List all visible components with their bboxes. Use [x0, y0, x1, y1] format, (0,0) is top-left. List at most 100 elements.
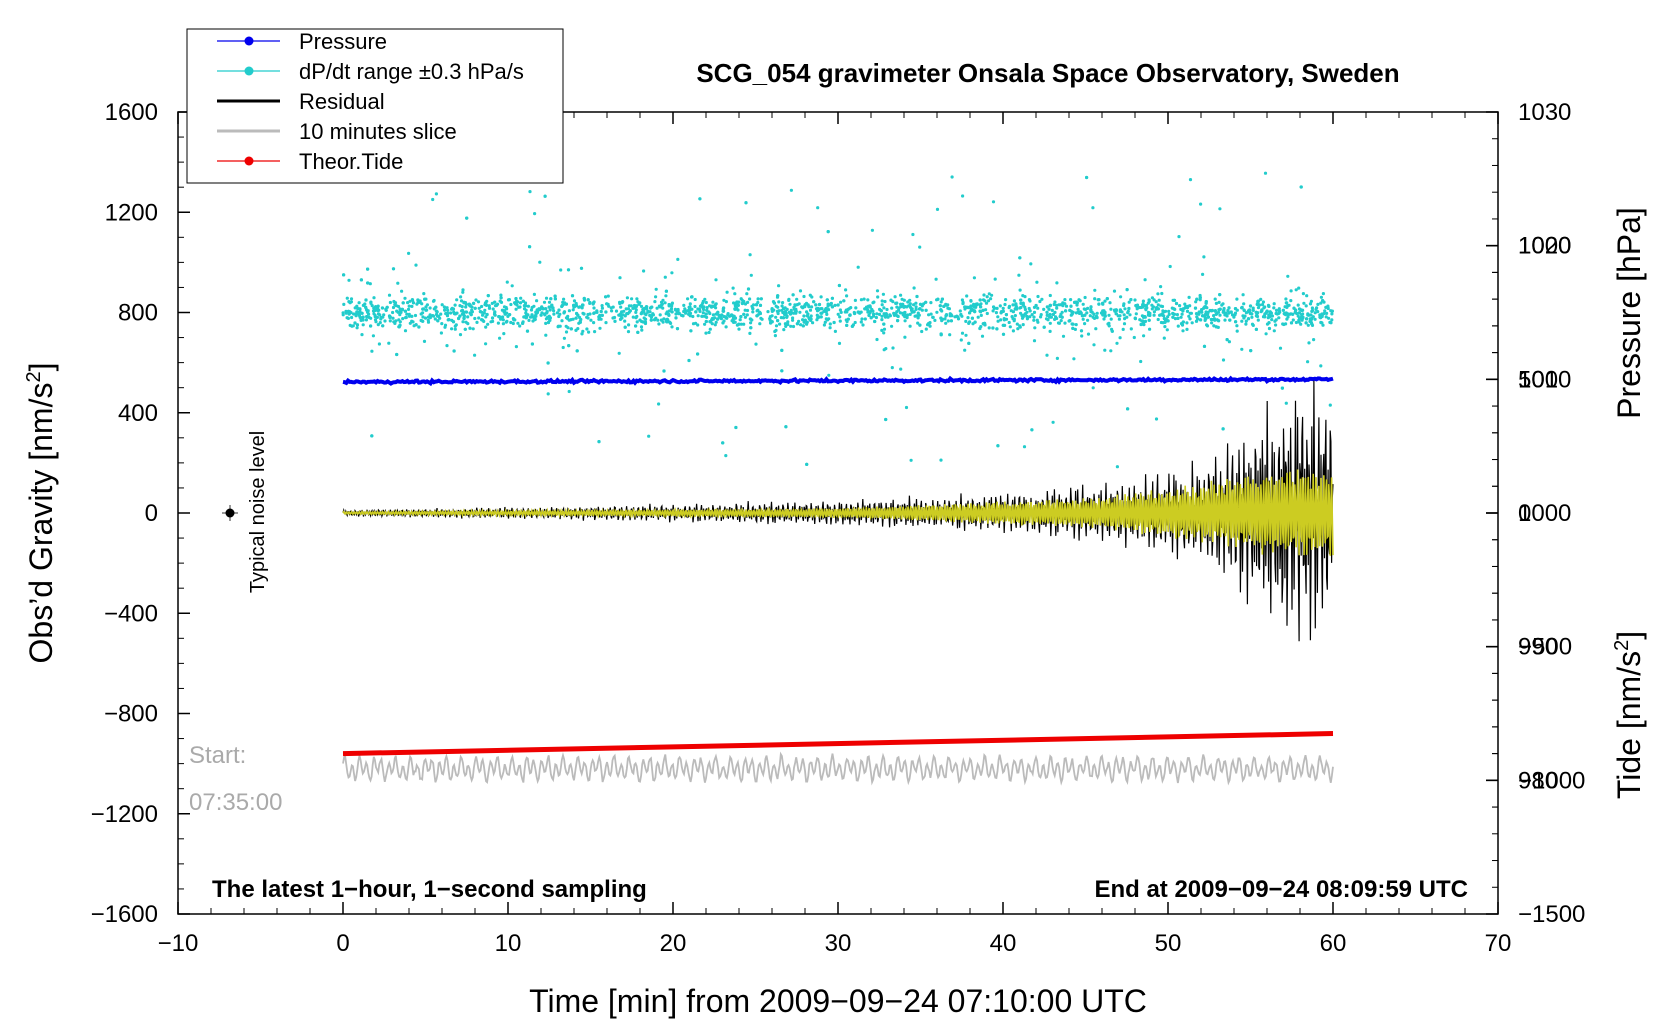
dpdt-point — [693, 304, 697, 309]
dpdt-point — [426, 315, 430, 319]
dpdt-point — [1004, 313, 1009, 317]
dpdt-point — [518, 301, 523, 305]
dpdt-point — [562, 336, 567, 340]
dpdt-point — [839, 310, 843, 314]
dpdt-point — [853, 320, 857, 325]
dpdt-point — [1040, 297, 1044, 301]
dpdt-point — [1242, 308, 1246, 312]
dpdt-point — [401, 301, 405, 305]
dpdt-point — [1057, 321, 1061, 325]
dpdt-point — [414, 263, 418, 267]
dpdt-point — [639, 304, 644, 308]
dpdt-point — [789, 188, 794, 192]
dpdt-point — [1268, 310, 1272, 314]
dpdt-point — [1217, 300, 1221, 304]
dpdt-point — [410, 314, 414, 318]
dpdt-point — [410, 298, 414, 302]
dpdt-point — [883, 315, 888, 319]
dpdt-point — [890, 366, 894, 370]
dpdt-point — [991, 326, 995, 330]
dpdt-point — [1324, 315, 1328, 319]
dpdt-point — [924, 308, 928, 312]
dpdt-point — [620, 301, 624, 305]
dpdt-point — [786, 320, 790, 324]
dpdt-point — [696, 307, 700, 311]
dpdt-point — [872, 300, 876, 304]
dpdt-point — [956, 317, 961, 321]
dpdt-point — [631, 315, 635, 319]
dpdt-point — [1019, 298, 1023, 302]
dpdt-point — [787, 298, 791, 302]
y-axis-label-tide-end: ] — [1611, 631, 1647, 640]
dpdt-point — [546, 320, 551, 325]
tide-tick-label: −1000 — [1518, 767, 1585, 794]
dpdt-point — [662, 369, 666, 373]
dpdt-point — [1045, 305, 1049, 309]
dpdt-point — [814, 303, 818, 307]
dpdt-point — [974, 305, 978, 309]
dpdt-point — [1272, 329, 1276, 333]
dpdt-point — [1118, 336, 1122, 340]
dpdt-point — [1048, 304, 1052, 308]
dpdt-point — [969, 308, 973, 313]
dpdt-point — [691, 314, 695, 319]
dpdt-point — [833, 329, 838, 333]
dpdt-point — [1077, 298, 1081, 302]
dpdt-point — [838, 315, 842, 319]
tide-tick-label: −1500 — [1518, 901, 1585, 928]
dpdt-point — [1011, 329, 1016, 333]
dpdt-point — [827, 308, 831, 312]
dpdt-point — [414, 323, 418, 327]
dpdt-point — [758, 310, 762, 314]
chart-title: SCG_054 gravimeter Onsala Space Observat… — [696, 58, 1399, 88]
dpdt-point — [365, 315, 369, 319]
dpdt-point — [1278, 346, 1283, 350]
dpdt-point — [445, 344, 449, 348]
dpdt-point — [1225, 314, 1229, 318]
dpdt-point — [636, 330, 640, 334]
dpdt-point — [1289, 289, 1293, 293]
dpdt-point — [884, 417, 888, 422]
dpdt-point — [647, 434, 651, 438]
dpdt-point — [434, 305, 438, 309]
dpdt-point — [854, 306, 858, 310]
dpdt-point — [549, 297, 553, 301]
dpdt-point — [586, 298, 590, 302]
dpdt-point — [748, 253, 752, 257]
dpdt-point — [618, 276, 622, 280]
tide-line — [342, 731, 1334, 757]
dpdt-point — [795, 322, 800, 326]
dpdt-point — [776, 294, 780, 298]
dpdt-point — [859, 298, 864, 302]
dpdt-point — [820, 311, 824, 315]
dpdt-point — [1047, 307, 1051, 311]
dpdt-point — [677, 311, 681, 315]
dpdt-point — [426, 320, 431, 324]
dpdt-point — [469, 313, 473, 317]
dpdt-point — [802, 320, 806, 324]
dpdt-point — [534, 314, 538, 318]
dpdt-point — [592, 321, 596, 325]
dpdt-point — [873, 319, 877, 324]
dpdt-point — [827, 373, 831, 377]
dpdt-point — [547, 300, 552, 304]
dpdt-point — [1265, 309, 1269, 313]
dpdt-point — [1180, 312, 1184, 316]
dpdt-point — [1134, 312, 1138, 316]
dpdt-point — [721, 441, 725, 445]
dpdt-point — [973, 320, 977, 324]
dpdt-point — [546, 315, 550, 319]
dpdt-point — [422, 339, 427, 343]
dpdt-point — [1061, 334, 1066, 338]
slice-series — [342, 751, 1334, 786]
dpdt-point — [526, 313, 530, 317]
dpdt-point — [364, 298, 368, 302]
dpdt-point — [901, 311, 905, 315]
dpdt-point — [606, 294, 610, 298]
dpdt-point — [407, 251, 411, 255]
dpdt-point — [1003, 302, 1007, 307]
dpdt-point — [509, 320, 513, 325]
dpdt-point — [551, 306, 555, 310]
dpdt-point — [1127, 300, 1131, 304]
dpdt-point — [373, 318, 378, 322]
